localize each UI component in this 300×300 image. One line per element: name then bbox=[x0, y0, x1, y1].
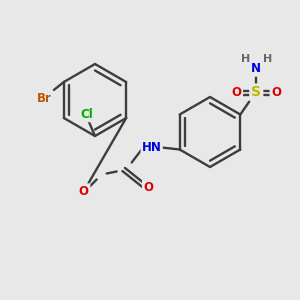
Text: O: O bbox=[79, 185, 89, 198]
Text: O: O bbox=[231, 86, 241, 99]
Text: H: H bbox=[241, 53, 250, 64]
Text: O: O bbox=[144, 181, 154, 194]
Text: H: H bbox=[263, 53, 272, 64]
Text: Br: Br bbox=[36, 92, 51, 104]
Text: S: S bbox=[251, 85, 261, 100]
Text: Cl: Cl bbox=[81, 107, 93, 121]
Text: HN: HN bbox=[142, 141, 162, 154]
Text: O: O bbox=[271, 86, 281, 99]
Text: N: N bbox=[251, 62, 261, 75]
